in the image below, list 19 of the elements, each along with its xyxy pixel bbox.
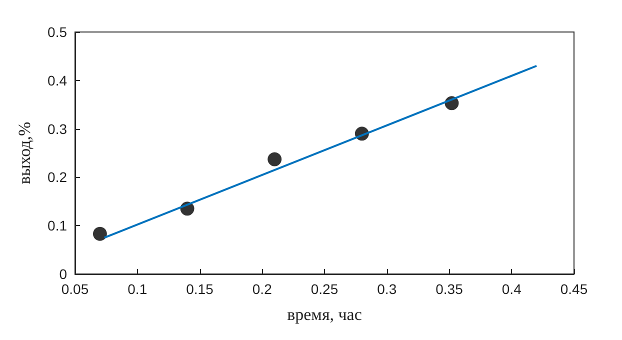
x-tick-label: 0.05 — [61, 281, 89, 297]
point — [268, 152, 282, 166]
x-tick-label: 0.15 — [186, 281, 214, 297]
x-tick-label: 0.3 — [377, 281, 397, 297]
y-tick-label: 0.3 — [48, 120, 68, 137]
y-tick-label: 0.5 — [48, 24, 68, 40]
x-tick-label: 0.4 — [502, 281, 522, 297]
x-tick-label: 0.1 — [128, 281, 148, 297]
x-tick-label: 0.25 — [310, 281, 338, 297]
y-axis-title: выход,% — [15, 122, 34, 184]
x-tick-label: 0.45 — [560, 281, 588, 297]
x-tick-label: 0.35 — [436, 281, 464, 297]
y-tick-label: 0.4 — [48, 72, 68, 88]
y-tick-label: 0.1 — [48, 218, 68, 234]
x-tick-label: 0.2 — [252, 281, 272, 297]
x-axis-title: время, час — [287, 305, 362, 324]
point — [92, 226, 107, 241]
y-tick-label: 0.2 — [48, 169, 68, 186]
y-tick-label: 0 — [59, 266, 68, 282]
